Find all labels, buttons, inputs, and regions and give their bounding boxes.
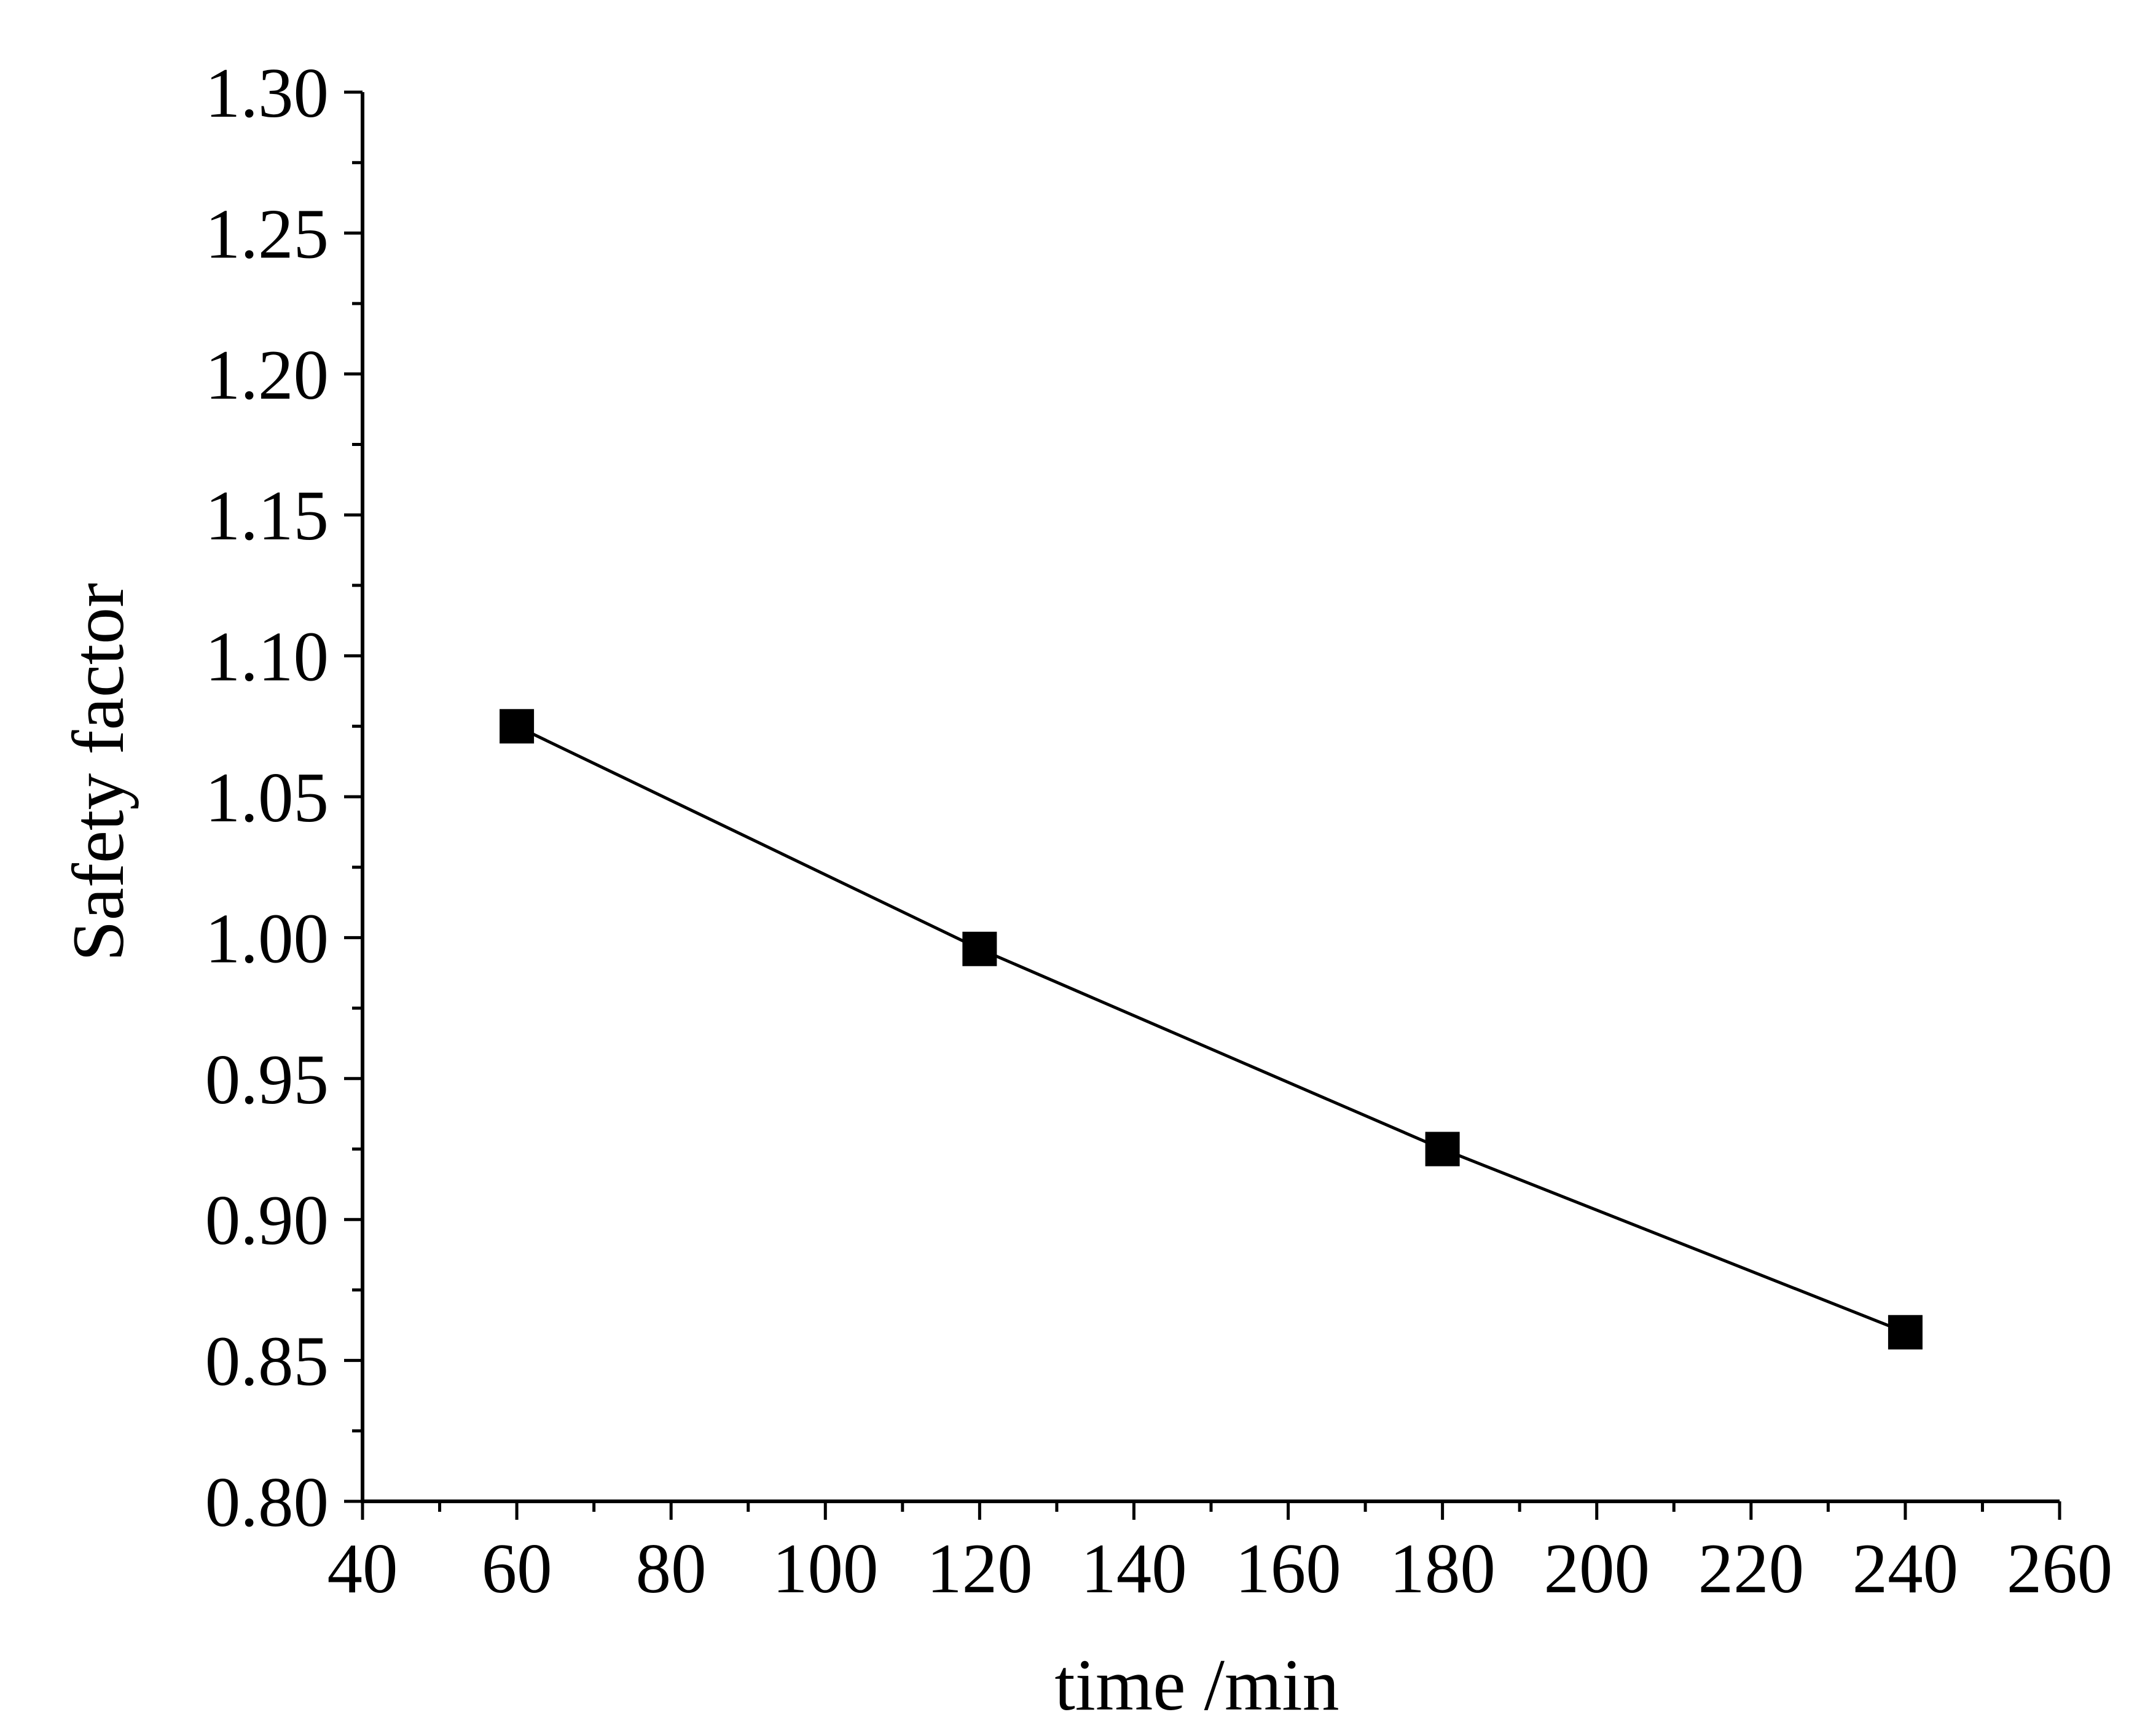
y-tick-label: 0.95	[205, 1041, 329, 1119]
x-tick-label: 160	[1235, 1530, 1341, 1608]
y-tick-label: 1.30	[205, 54, 329, 132]
y-tick-label: 1.00	[205, 899, 329, 977]
y-tick-label: 0.85	[205, 1323, 329, 1401]
x-tick-label: 220	[1698, 1530, 1805, 1608]
y-tick-labels: 0.80 0.85 0.90 0.95 1.00 1.05 1.10 1.15 1.20 1.25…	[205, 54, 329, 1541]
series-line	[516, 725, 1906, 1334]
x-tick-label: 60	[482, 1530, 552, 1608]
y-tick-label: 0.80	[205, 1463, 329, 1541]
y-tick-label: 1.25	[205, 195, 329, 273]
x-major-ticks	[361, 1501, 2061, 1520]
x-tick-label: 120	[927, 1530, 1033, 1608]
x-axis-title: time /min	[1054, 1644, 1339, 1726]
series-layer	[500, 709, 1923, 1350]
x-tick-labels: 40 60 80 100 120 140 160 180 200 220 240 260	[327, 1530, 2113, 1608]
y-major-ticks	[344, 90, 363, 1503]
x-tick-label: 200	[1543, 1530, 1650, 1608]
data-point-marker	[962, 931, 997, 966]
x-tick-label: 180	[1389, 1530, 1496, 1608]
y-tick-label: 1.20	[205, 336, 329, 414]
y-tick-label: 1.10	[205, 618, 329, 696]
data-point-marker	[1425, 1132, 1460, 1167]
data-point-marker	[1888, 1315, 1923, 1350]
data-point-marker	[500, 709, 535, 744]
y-tick-label: 1.15	[205, 477, 329, 555]
x-tick-label: 80	[636, 1530, 707, 1608]
y-axis-title: Safety factor	[57, 583, 139, 961]
x-tick-label: 260	[2007, 1530, 2113, 1608]
x-tick-label: 240	[1853, 1530, 1959, 1608]
x-tick-label: 40	[327, 1530, 398, 1608]
x-tick-label: 140	[1081, 1530, 1187, 1608]
y-tick-label: 0.90	[205, 1181, 329, 1259]
y-tick-label: 1.05	[205, 759, 329, 837]
x-tick-label: 100	[772, 1530, 879, 1608]
